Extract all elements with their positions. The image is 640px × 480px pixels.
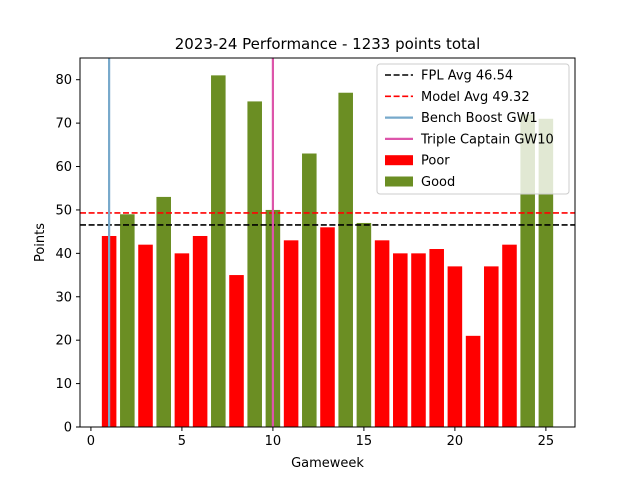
legend: FPL Avg 46.54 Model Avg 49.32 Bench Boost …	[376, 63, 570, 195]
x-tick-label: 20	[447, 434, 464, 449]
y-tick-label: 70	[55, 117, 72, 132]
legend-label: Good	[421, 175, 455, 190]
bar-poor-gw3	[138, 244, 153, 427]
y-tick-label: 40	[55, 247, 72, 262]
x-tick-label: 10	[265, 434, 282, 449]
bar-poor-gw18	[411, 253, 426, 427]
legend-label: Bench Boost GW1	[421, 111, 538, 126]
legend-label: Triple Captain GW10	[420, 132, 554, 147]
y-tick-label: 10	[55, 377, 72, 392]
plot-frame	[79, 57, 576, 428]
legend-swatch	[385, 155, 413, 166]
bar-good-gw9	[247, 101, 262, 427]
y-tick-label: 60	[55, 160, 72, 175]
bar-poor-gw19	[429, 249, 444, 427]
y-tick-label: 80	[55, 73, 72, 88]
bars-layer	[101, 75, 554, 428]
x-tick-label: 25	[538, 434, 555, 449]
bar-good-gw15	[356, 222, 372, 427]
legend-label: Poor	[421, 154, 450, 169]
bar-poor-gw11	[283, 240, 299, 427]
legend-label: Model Avg 49.32	[421, 90, 530, 105]
reference-lines-layer	[80, 58, 575, 427]
bar-poor-gw13	[320, 227, 335, 427]
bar-poor-gw8	[229, 275, 244, 427]
y-tick-label: 0	[64, 421, 72, 436]
y-tick-label: 30	[55, 290, 72, 305]
bar-poor-gw20	[447, 266, 463, 427]
bar-good-gw2	[120, 214, 135, 427]
bar-good-gw4	[156, 196, 171, 427]
bar-good-gw7	[211, 75, 226, 427]
bar-poor-gw22	[484, 266, 499, 427]
y-axis-label: Points	[33, 223, 48, 262]
chart-title: 2023-24 Performance - 1233 points total	[175, 35, 481, 53]
y-tick-label: 50	[55, 203, 72, 218]
bar-poor-gw16	[374, 240, 390, 427]
x-axis-label: Gameweek	[291, 456, 364, 471]
legend-label: FPL Avg 46.54	[421, 69, 513, 84]
ticks-layer: 0 5 10 15 20 25 0 10 20 30 40 50 60 70 80	[55, 73, 554, 449]
legend-box	[376, 63, 570, 195]
x-tick-label: 15	[356, 434, 373, 449]
bar-poor-gw6	[192, 235, 208, 427]
bar-good-gw12	[302, 153, 317, 427]
bar-poor-gw17	[393, 253, 408, 427]
legend-swatch	[385, 176, 413, 187]
x-tick-label: 5	[178, 434, 186, 449]
bar-good-gw14	[338, 92, 353, 428]
bar-poor-gw21	[465, 335, 481, 427]
bar-poor-gw5	[174, 253, 190, 427]
bar-poor-gw23	[502, 244, 517, 427]
x-tick-label: 0	[87, 434, 95, 449]
y-tick-label: 20	[55, 334, 72, 349]
bar-good-gw25	[538, 118, 554, 427]
